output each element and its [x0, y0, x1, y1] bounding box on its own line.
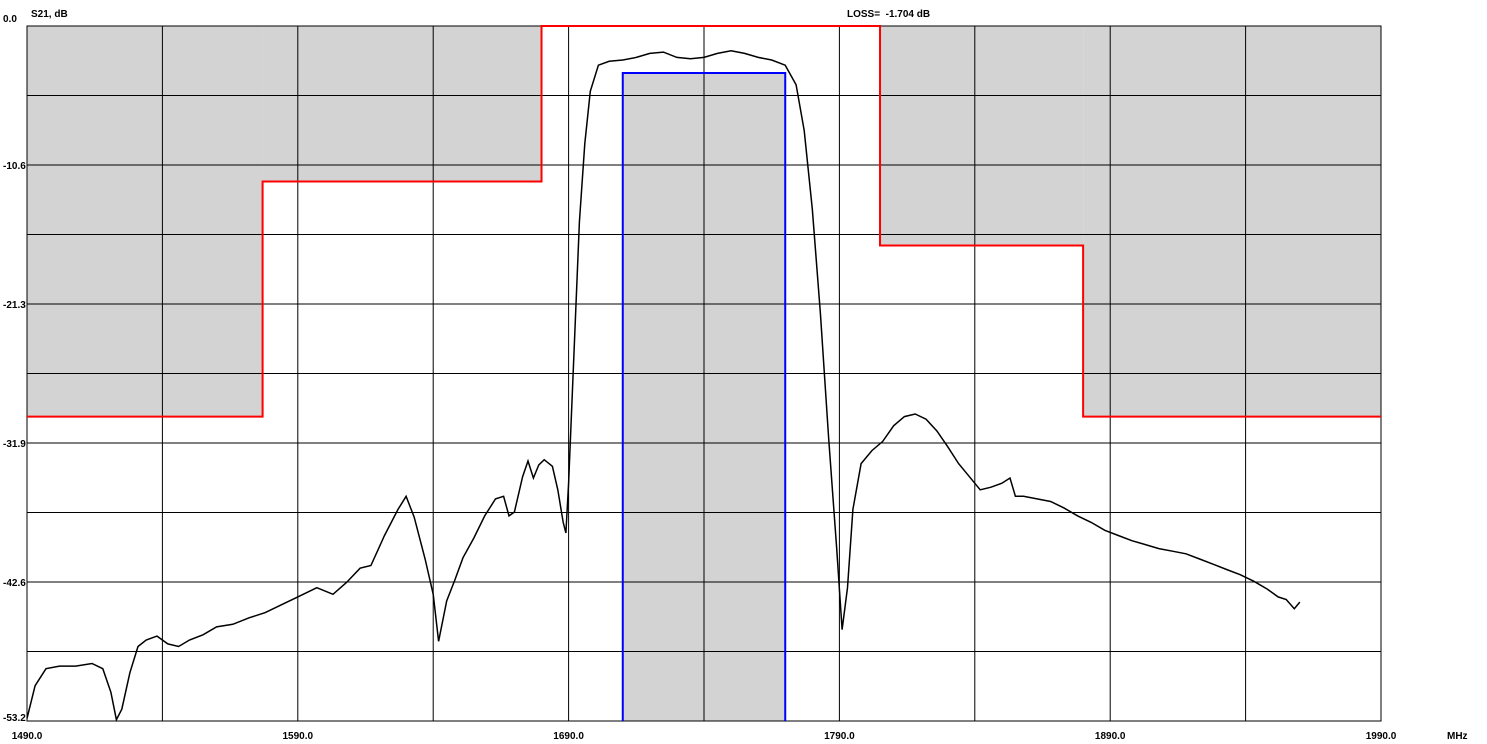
x-tick-label: 1990.0: [1366, 731, 1397, 742]
y-tick-label: -21.3: [3, 300, 26, 311]
y-axis-label: S21, dB: [31, 9, 68, 20]
x-tick-label: 1890.0: [1095, 731, 1126, 742]
y-tick-label: 0.0: [3, 14, 17, 25]
loss-readout: LOSS= -1.704 dB: [847, 9, 930, 20]
y-tick-label: -53.2: [3, 713, 26, 724]
grid: [27, 26, 1381, 721]
s21-trace: [26, 50, 1301, 722]
x-tick-label: 1690.0: [553, 731, 584, 742]
y-tick-label: -10.6: [3, 161, 26, 172]
rejection-fill-segment: [880, 26, 1084, 246]
x-axis-unit: MHz: [1447, 731, 1468, 742]
x-tick-labels: 1490.0 1590.0 1690.0 1790.0 1890.0 1990.0: [12, 731, 1397, 742]
rejection-fill-segment: [262, 26, 542, 182]
x-tick-label: 1490.0: [12, 731, 43, 742]
x-tick-label: 1590.0: [283, 731, 314, 742]
rejection-mask-line: [27, 25, 1381, 418]
rejection-fill-segment: [1083, 26, 1381, 417]
y-tick-label: -31.9: [3, 439, 26, 450]
x-tick-label: 1790.0: [824, 731, 855, 742]
y-tick-label: -42.6: [3, 578, 26, 589]
passband-mask-line: [621, 72, 787, 721]
rejection-fill-segment: [27, 26, 263, 417]
y-tick-labels: 0.0 -10.6 -21.3 -31.9 -42.6 -53.2: [3, 14, 26, 724]
rejection-region-fills: [27, 26, 1381, 417]
